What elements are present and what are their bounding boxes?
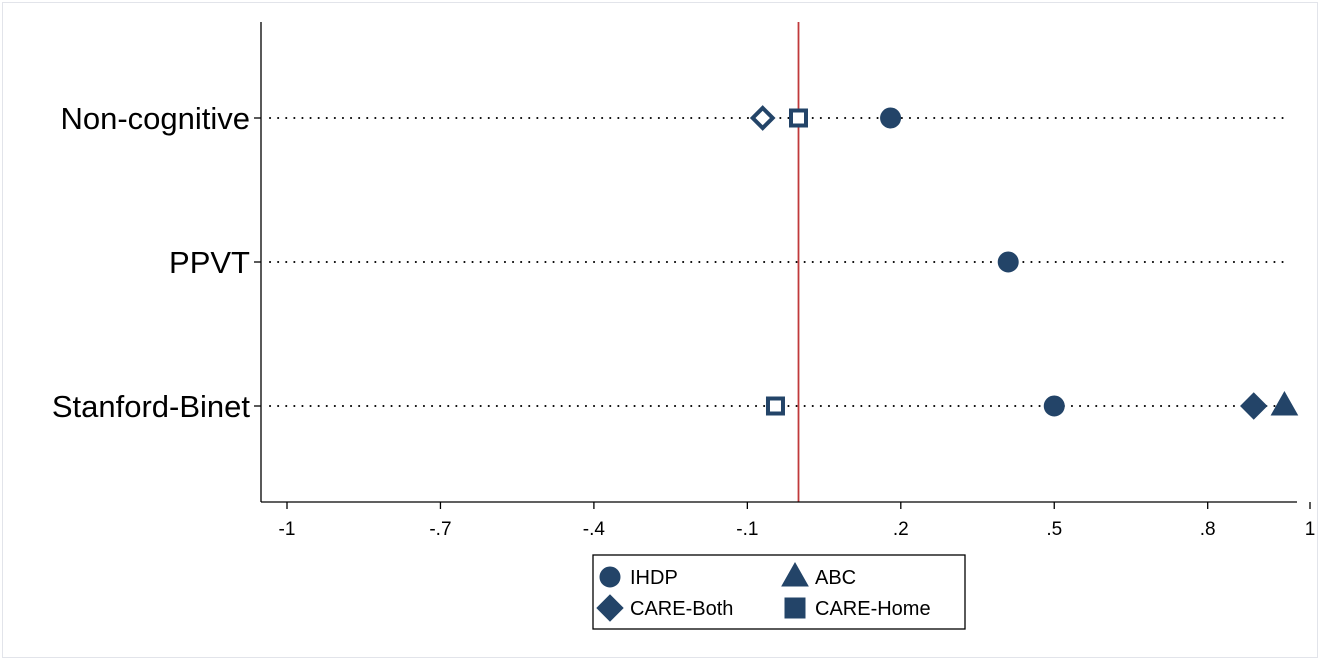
x-tick-label: 1 <box>1305 519 1316 540</box>
point-care-home-non-cognitive <box>789 108 808 128</box>
x-tick-label: -1 <box>279 519 296 540</box>
x-tick-label: .5 <box>1046 519 1062 540</box>
y-tick-label: Stanford-Binet <box>52 389 251 424</box>
legend-label-care-home: CARE-Home <box>815 598 931 620</box>
legend-box <box>592 554 966 630</box>
legend: IHDP ABC CARE-Both CARE-Home <box>592 554 966 630</box>
category-gridlines <box>269 117 1291 407</box>
data-points <box>749 105 1299 420</box>
y-axis-ticks: Non-cognitive PPVT Stanford-Binet <box>52 101 261 424</box>
legend-marker-abc <box>781 561 809 587</box>
point-care-both-non-cognitive <box>749 105 776 131</box>
point-ihdp-ppvt <box>997 251 1019 273</box>
point-ihdp-stanford-binet <box>1043 395 1065 417</box>
point-care-both-stanford-binet <box>1240 392 1268 420</box>
x-tick-label: .8 <box>1200 519 1216 540</box>
legend-marker-care-both <box>596 594 624 622</box>
y-tick-label: PPVT <box>169 245 250 280</box>
x-tick-label: -.4 <box>583 519 606 540</box>
x-tick-label: -.1 <box>736 519 758 540</box>
legend-marker-ihdp <box>599 566 621 588</box>
point-care-home-stanford-binet <box>765 396 785 416</box>
legend-label-ihdp: IHDP <box>630 567 678 589</box>
legend-label-abc: ABC <box>815 567 856 589</box>
point-abc-stanford-binet <box>1270 390 1299 416</box>
y-tick-label: Non-cognitive <box>60 101 250 136</box>
point-ihdp-non-cognitive <box>880 107 902 129</box>
x-axis-ticks: -1 -.7 -.4 -.1 .2 .5 .8 1 <box>279 502 1316 540</box>
legend-marker-care-home <box>784 597 806 619</box>
x-tick-label: .2 <box>893 519 909 540</box>
x-tick-label: -.7 <box>429 519 451 540</box>
legend-label-care-both: CARE-Both <box>630 598 733 620</box>
